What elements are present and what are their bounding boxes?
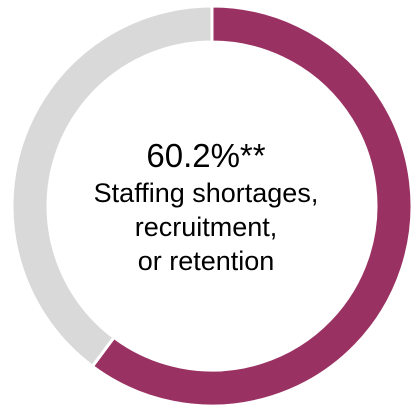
center-label: 60.2%** Staffing shortages, recruitment,… [56,136,356,278]
center-line-3: or retention [137,246,275,276]
donut-slice-staffing [90,4,412,408]
center-value: 60.2%** [146,137,266,174]
center-line-2: recruitment, [134,212,278,242]
center-line-1: Staffing shortages, [93,178,319,208]
donut-slice-remainder [10,4,214,369]
